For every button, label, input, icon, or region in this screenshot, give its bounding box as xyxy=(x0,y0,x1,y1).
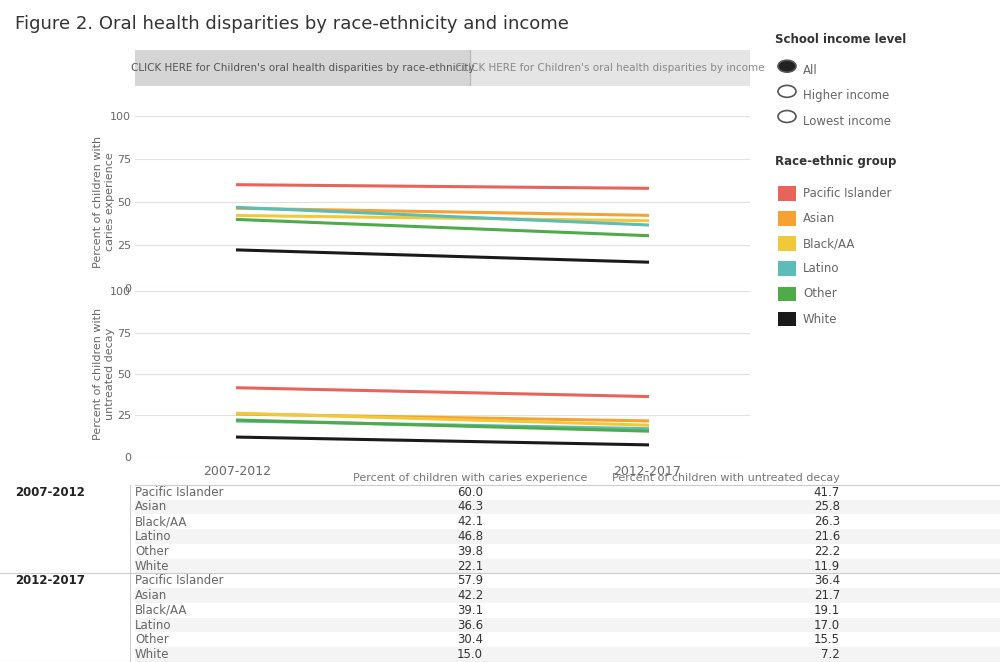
Text: 15.0: 15.0 xyxy=(457,648,483,661)
Text: Other: Other xyxy=(803,287,837,301)
Text: Pacific Islander: Pacific Islander xyxy=(135,574,224,587)
Bar xyxy=(135,50,470,86)
Y-axis label: Percent of children with
untreated decay: Percent of children with untreated decay xyxy=(93,308,115,440)
Text: Lowest income: Lowest income xyxy=(803,115,891,128)
Text: 57.9: 57.9 xyxy=(457,574,483,587)
Text: 60.0: 60.0 xyxy=(457,486,483,498)
Text: 39.1: 39.1 xyxy=(457,604,483,617)
Text: 42.1: 42.1 xyxy=(457,515,483,528)
Text: White: White xyxy=(135,648,170,661)
Text: Percent of children with caries experience: Percent of children with caries experien… xyxy=(353,473,587,483)
Text: Latino: Latino xyxy=(135,618,172,632)
Bar xyxy=(135,500,1000,514)
Text: Asian: Asian xyxy=(135,589,167,602)
Bar xyxy=(135,559,1000,573)
Text: Asian: Asian xyxy=(135,500,167,514)
Text: 22.1: 22.1 xyxy=(457,559,483,573)
Text: Race-ethnic group: Race-ethnic group xyxy=(775,156,896,169)
Y-axis label: Percent of children with
caries experience: Percent of children with caries experien… xyxy=(93,136,115,268)
Text: White: White xyxy=(803,312,838,326)
Bar xyxy=(135,647,1000,662)
Text: 46.8: 46.8 xyxy=(457,530,483,543)
Text: All: All xyxy=(803,64,818,77)
Text: White: White xyxy=(135,559,170,573)
Text: 30.4: 30.4 xyxy=(457,634,483,646)
Text: 46.3: 46.3 xyxy=(457,500,483,514)
Text: Other: Other xyxy=(135,545,169,558)
Bar xyxy=(135,529,1000,544)
Text: 19.1: 19.1 xyxy=(814,604,840,617)
Text: 15.5: 15.5 xyxy=(814,634,840,646)
Text: Higher income: Higher income xyxy=(803,89,889,103)
Text: Latino: Latino xyxy=(803,262,840,275)
Text: Percent of children with untreated decay: Percent of children with untreated decay xyxy=(612,473,840,483)
Text: 7.2: 7.2 xyxy=(821,648,840,661)
Text: Latino: Latino xyxy=(135,530,172,543)
Text: 26.3: 26.3 xyxy=(814,515,840,528)
Text: Pacific Islander: Pacific Islander xyxy=(803,187,892,200)
Text: Asian: Asian xyxy=(803,212,835,225)
Text: 17.0: 17.0 xyxy=(814,618,840,632)
Text: 42.2: 42.2 xyxy=(457,589,483,602)
Text: Other: Other xyxy=(135,634,169,646)
Text: 36.4: 36.4 xyxy=(814,574,840,587)
Text: 11.9: 11.9 xyxy=(814,559,840,573)
Text: Black/AA: Black/AA xyxy=(135,604,187,617)
Text: 21.7: 21.7 xyxy=(814,589,840,602)
Text: Black/AA: Black/AA xyxy=(135,515,187,528)
Text: Black/AA: Black/AA xyxy=(803,237,855,250)
Text: CLICK HERE for Children's oral health disparities by income: CLICK HERE for Children's oral health di… xyxy=(455,63,765,73)
Text: 36.6: 36.6 xyxy=(457,618,483,632)
Text: 25.8: 25.8 xyxy=(814,500,840,514)
Text: 21.6: 21.6 xyxy=(814,530,840,543)
Bar xyxy=(135,588,1000,603)
Text: Figure 2. Oral health disparities by race-ethnicity and income: Figure 2. Oral health disparities by rac… xyxy=(15,15,569,32)
Text: 2012-2017: 2012-2017 xyxy=(15,574,85,587)
Text: School income level: School income level xyxy=(775,33,906,46)
Bar xyxy=(135,618,1000,632)
Text: 39.8: 39.8 xyxy=(457,545,483,558)
Bar xyxy=(470,50,750,86)
Text: 22.2: 22.2 xyxy=(814,545,840,558)
Text: Pacific Islander: Pacific Islander xyxy=(135,486,224,498)
Text: CLICK HERE for Children's oral health disparities by race-ethnicity: CLICK HERE for Children's oral health di… xyxy=(131,63,474,73)
Text: 41.7: 41.7 xyxy=(814,486,840,498)
Text: 2007-2012: 2007-2012 xyxy=(15,486,85,498)
